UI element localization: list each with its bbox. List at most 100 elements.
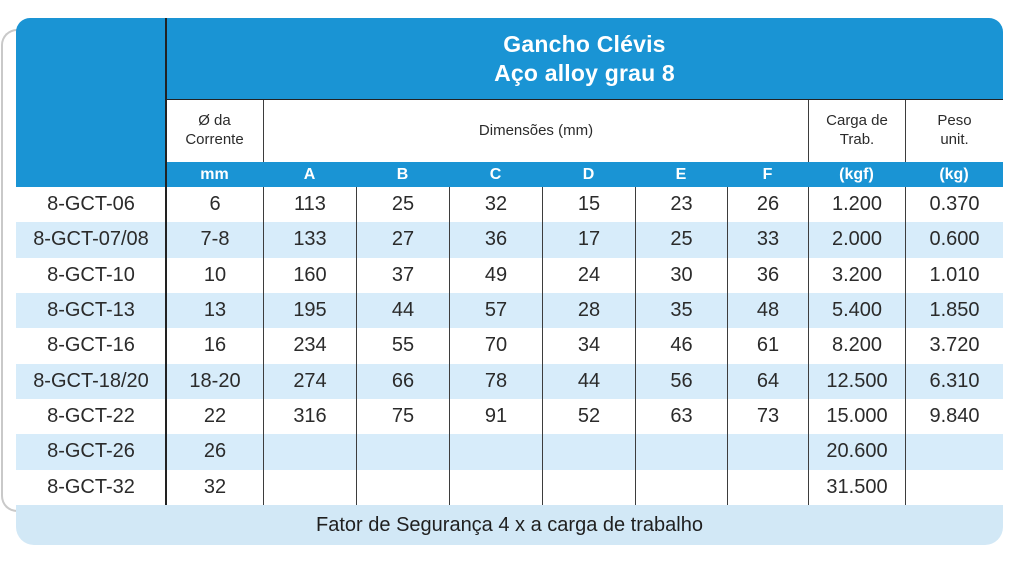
cell-value	[356, 434, 449, 470]
cell-value: 55	[356, 328, 449, 364]
table-title-line1: Gancho Clévis	[503, 31, 666, 58]
table-row: 8-GCT-06 6 113 25 32 15 23 26 1.200 0.370	[16, 187, 1003, 223]
cell-value: 26	[166, 434, 263, 470]
table-header: Gancho Clévis Aço alloy grau 8 Ø da Corr…	[16, 18, 1003, 187]
subheader-row: mm A B C D E F (kgf) (kg)	[166, 162, 1003, 187]
cell-value: 17	[542, 222, 635, 258]
cell-value	[905, 434, 1003, 470]
cell-value: 24	[542, 257, 635, 293]
table-row: 8-GCT-32 32 31.500	[16, 469, 1003, 505]
cell-value: 78	[449, 363, 542, 399]
spec-table: Gancho Clévis Aço alloy grau 8 Ø da Corr…	[16, 18, 1003, 545]
cell-value: 13	[166, 292, 263, 329]
cell-value: 7-8	[166, 222, 263, 258]
cell-value: 8.200	[808, 328, 905, 364]
cell-value	[356, 469, 449, 505]
cell-value	[449, 469, 542, 505]
subheader-cell: C	[489, 165, 502, 183]
cell-value: 44	[356, 292, 449, 329]
group-header-dimensions: Dimensões (mm)	[263, 100, 808, 162]
cropped-outer-frame	[1, 29, 17, 512]
cell-value: 1.010	[905, 257, 1003, 293]
cell-value: 63	[635, 398, 727, 435]
row-code: 8-GCT-16	[47, 334, 135, 357]
cell-value: 9.840	[905, 398, 1003, 435]
cell-value: 31.500	[808, 469, 905, 505]
cell-value: 46	[635, 328, 727, 364]
cell-value: 37	[356, 257, 449, 293]
cell-value: 20.600	[808, 434, 905, 470]
cell-value: 70	[449, 328, 542, 364]
subheader-cell: (kgf)	[839, 165, 874, 183]
subheader-cell: D	[582, 165, 595, 183]
table-title-banner: Gancho Clévis Aço alloy grau 8	[166, 18, 1003, 100]
cell-value	[263, 469, 356, 505]
footer-band: Fator de Segurança 4 x a carga de trabal…	[16, 505, 1003, 545]
cell-value: 32	[449, 187, 542, 223]
cell-value: 12.500	[808, 363, 905, 399]
cell-value: 64	[727, 363, 808, 399]
cell-value	[905, 469, 1003, 505]
cell-value: 57	[449, 292, 542, 329]
cell-value: 3.720	[905, 328, 1003, 364]
cell-value: 1.200	[808, 187, 905, 223]
row-code: 8-GCT-10	[47, 263, 135, 286]
cell-value	[727, 469, 808, 505]
group-header-chain-diameter: Ø da Corrente	[185, 112, 244, 148]
group-header-unit-weight: Peso unit.	[905, 100, 1003, 162]
cell-value: 133	[263, 222, 356, 258]
cell-value: 113	[263, 187, 356, 223]
code-column-header-block	[16, 18, 166, 187]
table-row: 8-GCT-26 26 20.600	[16, 434, 1003, 470]
cell-value: 316	[263, 398, 356, 435]
cell-value: 44	[542, 363, 635, 399]
cell-value: 25	[356, 187, 449, 223]
cell-value: 22	[166, 398, 263, 435]
cell-value: 3.200	[808, 257, 905, 293]
row-code: 8-GCT-06	[47, 193, 135, 216]
row-code: 8-GCT-13	[47, 299, 135, 322]
group-header-row: Ø da Corrente Dimensões (mm) Carga de Tr…	[166, 100, 1003, 162]
cell-value: 23	[635, 187, 727, 223]
cell-value	[542, 469, 635, 505]
table-row: 8-GCT-13 13 195 44 57 28 35 48 5.400 1.850	[16, 292, 1003, 329]
header-right: Gancho Clévis Aço alloy grau 8 Ø da Corr…	[166, 18, 1003, 187]
cell-value: 5.400	[808, 292, 905, 329]
table-row: 8-GCT-22 22 316 75 91 52 63 73 15.000 9.840	[16, 398, 1003, 435]
row-code: 8-GCT-07/08	[33, 228, 149, 251]
cell-value: 15.000	[808, 398, 905, 435]
cell-value: 26	[727, 187, 808, 223]
cell-value: 33	[727, 222, 808, 258]
code-column-divider-line	[165, 18, 167, 505]
cell-value: 27	[356, 222, 449, 258]
cell-value	[263, 434, 356, 470]
row-code: 8-GCT-22	[47, 405, 135, 428]
cell-value: 56	[635, 363, 727, 399]
cell-value: 1.850	[905, 292, 1003, 329]
cell-value	[449, 434, 542, 470]
subheader-cell: B	[396, 165, 409, 183]
cell-value: 2.000	[808, 222, 905, 258]
cell-value: 15	[542, 187, 635, 223]
cell-value: 18-20	[166, 363, 263, 399]
cell-value	[635, 469, 727, 505]
cell-value: 73	[727, 398, 808, 435]
cell-value: 234	[263, 328, 356, 364]
cell-value: 36	[727, 257, 808, 293]
cell-value: 48	[727, 292, 808, 329]
table-row: 8-GCT-18/20 18-20 274 66 78 44 56 64 12.500 6.310	[16, 363, 1003, 399]
cell-value: 274	[263, 363, 356, 399]
row-code: 8-GCT-32	[47, 475, 135, 498]
table-row: 8-GCT-10 10 160 37 49 24 30 36 3.200 1.010	[16, 257, 1003, 293]
cell-value: 66	[356, 363, 449, 399]
subheader-cell: (kg)	[939, 165, 969, 183]
table-row: 8-GCT-07/08 7-8 133 27 36 17 25 33 2.000 0.600	[16, 222, 1003, 258]
cell-value: 160	[263, 257, 356, 293]
cell-value: 195	[263, 292, 356, 329]
cell-value: 61	[727, 328, 808, 364]
cell-value: 32	[166, 469, 263, 505]
table-title-line2: Aço alloy grau 8	[494, 59, 675, 86]
group-header-working-load: Carga de Trab.	[808, 100, 905, 162]
cell-value: 91	[449, 398, 542, 435]
